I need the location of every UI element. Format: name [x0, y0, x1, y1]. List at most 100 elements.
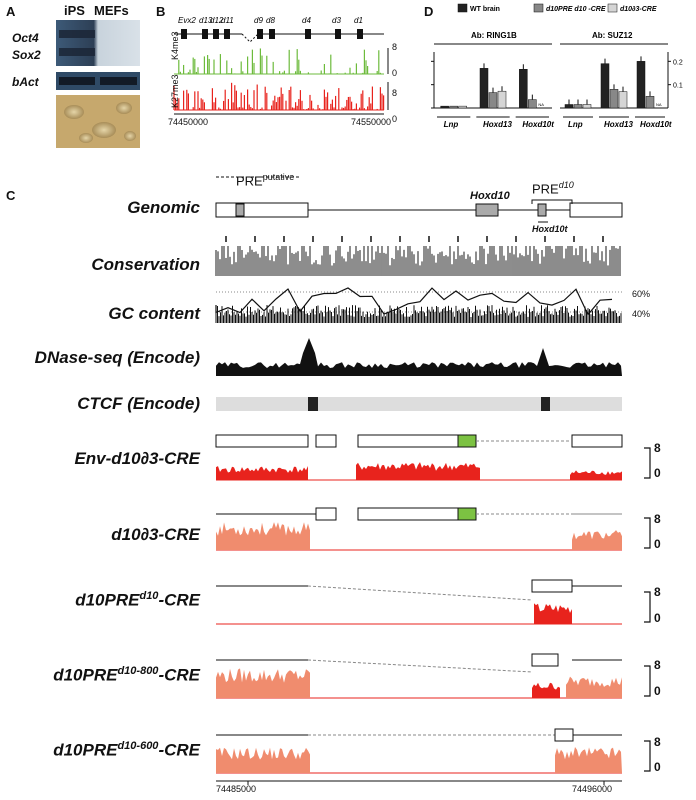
c-coordinate-axis [216, 780, 622, 785]
construct-label-d10pre-d10-600: d10PREd10-600-CRE [53, 740, 200, 760]
dnase-signal [216, 338, 622, 376]
gene-label: d8 [266, 16, 275, 25]
na-label: NA [656, 102, 662, 107]
legend-label: d10∂3-CRE [620, 5, 657, 13]
hoxd10-exon [475, 203, 499, 217]
gc-40-label: 40% [632, 309, 651, 319]
construct-label-d10d3: d10∂3-CRE [111, 525, 200, 544]
k27me3-track [173, 82, 389, 111]
read-signal [216, 522, 310, 550]
gene-label: d12 [210, 16, 224, 25]
legend-swatch [607, 3, 618, 13]
construct-box [215, 434, 309, 448]
gene-label: d1 [354, 16, 363, 25]
construct-box [571, 434, 623, 448]
c-coord-right: 74496000 [572, 784, 613, 794]
track-label-conservation: Conservation [91, 255, 200, 274]
c4-scale-min: 0 [654, 684, 661, 698]
read-signal [534, 603, 572, 624]
bar [449, 105, 458, 109]
gene-box [224, 29, 230, 39]
western-blot-image [56, 20, 140, 148]
c3-scale-min: 0 [654, 611, 661, 625]
col-mefs-label: MEFs [94, 3, 129, 18]
bar [440, 105, 449, 109]
gene-box [305, 29, 311, 39]
read-signal [216, 668, 310, 698]
c5-scale-max: 8 [654, 735, 661, 749]
gc-content-track [215, 287, 622, 323]
row-oct4-label: Oct4 [12, 31, 39, 45]
b-k4-scale-min: 0 [392, 68, 398, 78]
d-legend: WT brain d10PRE d10 -CRE d10∂3-CRE [457, 3, 657, 13]
gene-box [213, 29, 219, 39]
scale-bar [644, 447, 651, 479]
col-ips-label: iPS [64, 3, 85, 18]
k4me3-track [174, 48, 389, 75]
genomic-map [215, 176, 623, 223]
scale-bar [644, 665, 651, 697]
c1-scale-min: 0 [654, 466, 661, 480]
conservation-track [215, 236, 621, 276]
track-label-dnase: DNase-seq (Encode) [34, 348, 200, 367]
read-signal [216, 466, 308, 480]
scale-bar [644, 517, 651, 549]
gene-box [257, 29, 263, 39]
construct-label-d10pre-d10: d10PREd10-CRE [75, 590, 200, 610]
hoxd10-label: Hoxd10 [470, 190, 510, 202]
pre-d10-box [537, 203, 547, 217]
read-signal [555, 747, 622, 773]
construct-box [531, 579, 573, 593]
dnase-track [216, 338, 622, 376]
c4-scale-max: 8 [654, 658, 661, 672]
track-label-gc-content: GC content [108, 304, 200, 323]
c1-scale-max: 8 [654, 441, 661, 455]
category-label: Hoxd10t [522, 120, 554, 129]
deletion-dash [307, 659, 533, 673]
c-coord-left: 74485000 [216, 784, 257, 794]
construct-box [531, 653, 559, 667]
category-label: Lnp [568, 120, 583, 129]
construct-box [315, 434, 337, 448]
category-label: Hoxd10t [640, 120, 672, 129]
chip-qpcr-bar-chart: WT brain d10PRE d10 -CRE d10∂3-CRE Ab: RIN… [431, 3, 683, 129]
track-label-genomic: Genomic [127, 198, 200, 217]
panel-c-letter: C [6, 188, 16, 203]
scale-bar [644, 740, 651, 772]
ctcf-peak [541, 397, 550, 411]
panel-d-letter: D [424, 4, 434, 19]
row-bact-label: bAct [12, 75, 39, 89]
construct-box [315, 507, 337, 521]
gc-curve [215, 287, 613, 316]
read-signal [570, 470, 622, 480]
read-signal [216, 747, 310, 773]
row-sox2-label: Sox2 [12, 48, 41, 62]
pre-d10-label: PREd10 [532, 180, 574, 197]
gene-label: d3 [332, 16, 341, 25]
gene-label: d11 [221, 16, 234, 25]
b-k4-scale-max: 8 [392, 42, 398, 52]
bar [458, 105, 467, 109]
b-coord-start: 74450000 [168, 117, 209, 127]
deletion-dash [307, 585, 533, 601]
read-signal [532, 682, 560, 698]
hoxd10t-label: Hoxd10t [532, 224, 568, 234]
lacz-reporter [457, 434, 477, 448]
category-label: Hoxd13 [483, 120, 512, 129]
panel-b-letter: B [156, 4, 166, 19]
suz12-chart: Ab: SUZ12 0.2 0.1 Lnp Hoxd13 NA Hoxd10t [560, 31, 683, 129]
read-signal [566, 676, 622, 698]
gene-label: d9 [254, 16, 263, 25]
pre-d10-bracket [531, 199, 573, 204]
b-k27-scale-min: 0 [392, 114, 398, 124]
legend-swatch [533, 3, 544, 13]
lacz-reporter [457, 507, 477, 521]
y-tick-label: 0.1 [673, 83, 683, 90]
panel-a-letter: A [6, 4, 16, 19]
ring1b-chart: Ab: RING1B0.10.050LnpHoxd13NAHoxd10t [431, 31, 554, 129]
gene-box [181, 29, 187, 39]
read-signal [572, 530, 622, 550]
